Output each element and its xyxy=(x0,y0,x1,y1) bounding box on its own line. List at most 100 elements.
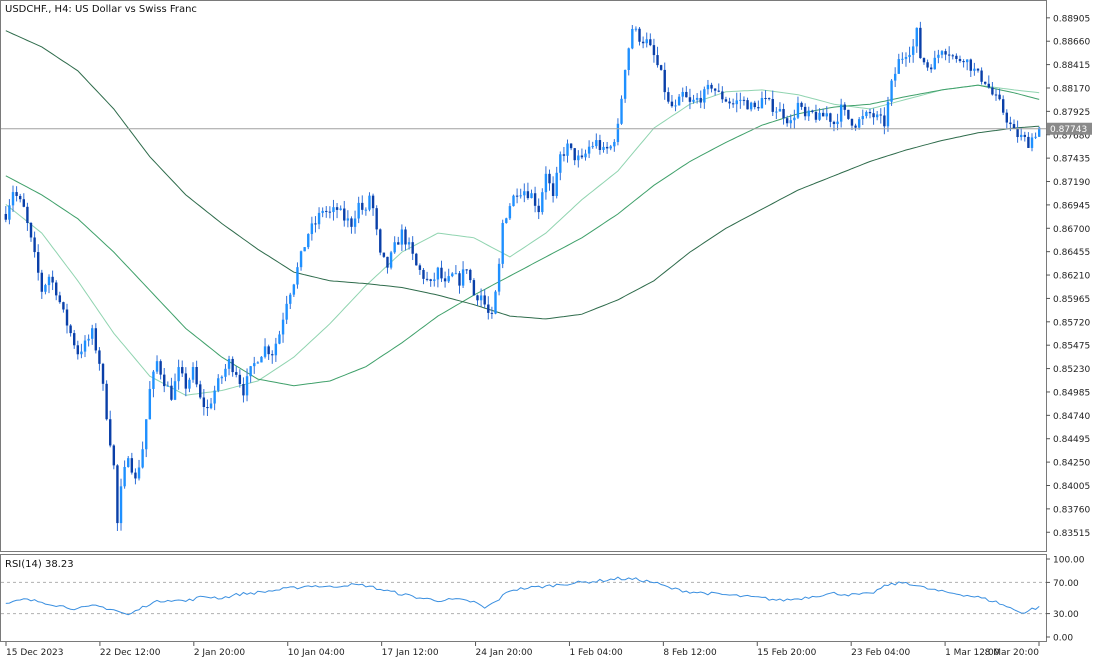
candle-body xyxy=(537,205,540,213)
candle-body xyxy=(879,114,882,116)
candle-body xyxy=(1034,136,1037,138)
candle-body xyxy=(51,276,54,283)
price-axis-label: 0.85720 xyxy=(1053,318,1090,328)
candle-body xyxy=(87,338,90,341)
candle-body xyxy=(332,207,335,213)
candle-body xyxy=(998,94,1001,100)
candle-body xyxy=(872,113,875,118)
candle-body xyxy=(836,121,839,125)
candle-body xyxy=(875,114,879,118)
candle-body xyxy=(1023,134,1026,137)
candle-body xyxy=(296,267,299,285)
time-axis-label: 15 Dec 2023 xyxy=(6,648,64,658)
rsi-axis-label: 100.00 xyxy=(1053,556,1085,566)
rsi-plot-area[interactable] xyxy=(1,576,1046,616)
candle-body xyxy=(631,28,634,49)
candle-body xyxy=(335,207,339,210)
candle-body xyxy=(530,193,533,199)
time-axis-label: 23 Feb 04:00 xyxy=(851,648,910,658)
candle-body xyxy=(235,372,238,375)
price-axis-label: 0.88660 xyxy=(1053,38,1090,48)
candle-body xyxy=(969,59,972,71)
candle-body xyxy=(130,458,134,473)
candle-body xyxy=(371,195,375,209)
candle-body xyxy=(800,102,803,107)
candle-body xyxy=(256,362,260,364)
candle-body xyxy=(109,419,112,446)
candle-body xyxy=(663,69,666,93)
candle-body xyxy=(677,96,681,106)
candle-body xyxy=(821,112,825,117)
candle-body xyxy=(735,100,738,105)
time-axis-label: 22 Dec 12:00 xyxy=(100,648,161,658)
candle-body xyxy=(1012,124,1016,129)
candle-body xyxy=(901,58,904,60)
candle-body xyxy=(688,97,692,102)
candle-body xyxy=(796,102,800,118)
price-axis-label: 0.85230 xyxy=(1053,365,1090,375)
time-axis-label: 2 Jan 20:00 xyxy=(194,648,246,658)
price-axis-label: 0.87435 xyxy=(1053,155,1090,165)
candle-body xyxy=(994,94,998,96)
time-axis: 15 Dec 2023 22 Dec 12:00 2 Jan 20:00 10 Jan… xyxy=(5,642,1040,658)
candle-body xyxy=(184,373,188,389)
candle-body xyxy=(767,98,771,100)
candle-body xyxy=(299,251,303,268)
rsi-axis-label: 0.00 xyxy=(1053,634,1073,644)
candle-body xyxy=(739,99,742,101)
candle-body xyxy=(541,192,544,213)
candle-body xyxy=(476,295,479,301)
price-axis-label: 0.85475 xyxy=(1053,342,1090,352)
candle-body xyxy=(746,100,749,110)
candle-body xyxy=(793,117,796,121)
candle-body xyxy=(188,379,191,389)
candle-body xyxy=(260,356,263,363)
candle-body xyxy=(440,267,443,279)
candle-body xyxy=(382,252,386,257)
candle-body xyxy=(407,242,411,245)
candle-body xyxy=(33,237,36,253)
candle-body xyxy=(803,106,807,117)
candle-body xyxy=(548,173,551,184)
price-plot-area[interactable] xyxy=(1,21,1046,531)
current-price-label: 0.87743 xyxy=(1050,125,1087,135)
symbol-title: USDCHF., H4: US Dollar vs Swiss Franc xyxy=(5,4,197,15)
candle-body xyxy=(595,140,598,147)
candle-body xyxy=(584,153,587,158)
candle-body xyxy=(692,99,695,102)
rsi-label: RSI(14) 38.23 xyxy=(5,559,74,570)
candle-body xyxy=(173,381,177,400)
candle-body xyxy=(40,272,44,292)
candle-body xyxy=(847,109,850,119)
candle-body xyxy=(965,59,969,63)
candle-body xyxy=(73,333,76,346)
candle-body xyxy=(933,57,936,70)
candle-body xyxy=(206,406,209,409)
candle-body xyxy=(274,343,278,356)
candle-body xyxy=(515,195,519,197)
price-axis-label: 0.83515 xyxy=(1053,529,1090,539)
candle-body xyxy=(555,172,558,196)
candle-body xyxy=(627,48,630,70)
candle-body xyxy=(771,99,774,112)
candle-body xyxy=(98,350,101,364)
candle-body xyxy=(674,105,677,107)
candle-body xyxy=(494,291,497,314)
candle-body xyxy=(620,98,623,124)
candle-body xyxy=(685,91,688,98)
rsi-axis-label: 30.00 xyxy=(1053,610,1079,620)
candle-body xyxy=(940,51,944,55)
rsi-panel-border xyxy=(0,554,1047,642)
candle-body xyxy=(37,252,40,273)
candle-body xyxy=(512,195,515,207)
rsi-line xyxy=(5,576,1040,616)
current-price-tag xyxy=(1047,122,1092,135)
candle-body xyxy=(220,376,224,379)
candle-body xyxy=(137,467,141,479)
candle-body xyxy=(281,319,285,335)
candle-body xyxy=(361,202,364,210)
candle-body xyxy=(116,465,119,524)
candle-body xyxy=(58,295,62,303)
